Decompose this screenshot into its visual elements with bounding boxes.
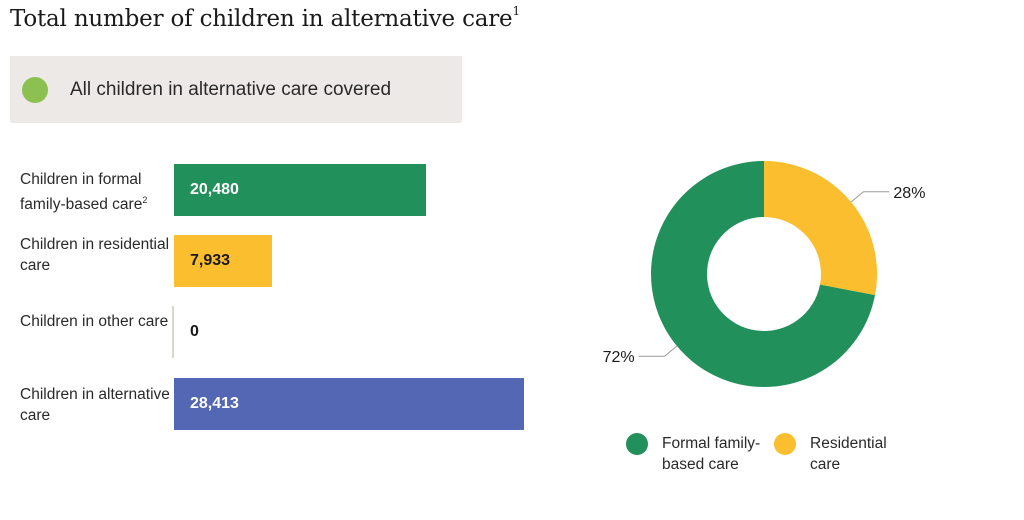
bar-value-label: 20,480 <box>190 181 239 198</box>
legend-label: Formal family-based care <box>662 435 761 473</box>
status-dot-icon <box>22 76 48 103</box>
chart-title: Total number of children in alternative … <box>10 4 520 32</box>
bar-value-label: 7,933 <box>190 252 231 269</box>
bar-label-alternative-care: Children in alternative care <box>20 386 170 424</box>
bar-value-label: 0 <box>190 323 199 340</box>
donut-chart: 28% 72% <box>603 161 925 387</box>
bar-label-residential-care: Children in residential care <box>20 236 170 274</box>
coverage-indicator: All children in alternative care covered <box>10 56 462 123</box>
bar-label-footnote-marker: 2 <box>142 195 148 205</box>
bar-residential-care: 7,933 <box>174 235 272 287</box>
leader-line <box>638 345 678 357</box>
bar-label-formal-family-based-care: Children in formal family-based care2 <box>20 171 148 214</box>
donut-percent-label: 28% <box>893 185 925 202</box>
legend-dot-icon <box>774 433 796 455</box>
legend-label: Residential care <box>810 435 887 473</box>
legend-item-residential-care: Residential care <box>774 433 920 475</box>
donut-slice-residential-care <box>764 161 877 296</box>
legend-dot-icon <box>626 433 648 455</box>
legend-item-formal-family-based-care: Formal family-based care <box>626 433 772 475</box>
bar-alternative-care: 28,413 <box>174 378 524 430</box>
donut-percent-label: 72% <box>603 349 635 366</box>
bar-value-label: 28,413 <box>190 395 239 412</box>
bar-other-care-zero-line <box>172 306 174 358</box>
coverage-text: All children in alternative care covered <box>70 78 392 100</box>
leader-line <box>850 191 890 203</box>
donut-slice-formal-family-based-care <box>651 161 875 387</box>
bar-formal-family-based-care: 20,480 <box>174 164 426 216</box>
title-footnote-marker: 1 <box>512 4 520 19</box>
bar-label-other-care: Children in other care <box>20 313 169 330</box>
